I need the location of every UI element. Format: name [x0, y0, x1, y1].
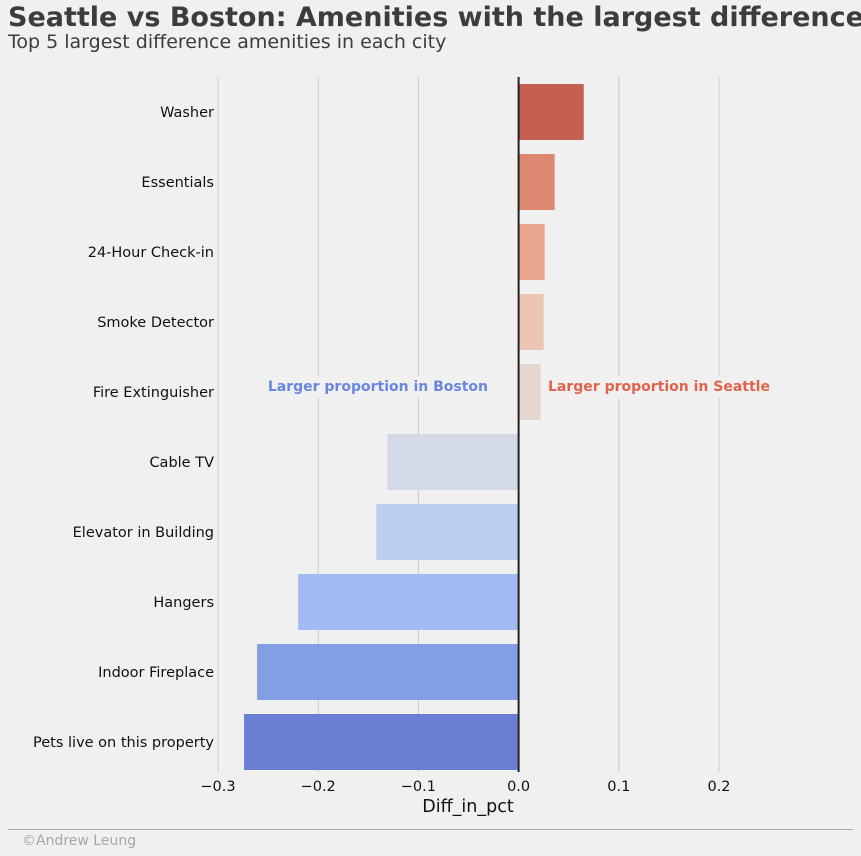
x-tick-label: 0.2 [707, 779, 730, 795]
annotation-bg [544, 376, 776, 398]
bar-9 [244, 714, 519, 770]
chart-title: Seattle vs Boston: Amenities with the la… [8, 2, 861, 33]
bar-4 [518, 364, 541, 420]
category-label: 24-Hour Check-in [88, 245, 214, 261]
x-tick-label: −0.2 [301, 779, 336, 795]
x-tick-label: 0.1 [607, 779, 630, 795]
category-label: Hangers [153, 595, 214, 611]
category-label: Pets live on this property [33, 735, 214, 751]
x-tick-label: 0.0 [507, 779, 530, 795]
category-label: Indoor Fireplace [98, 665, 214, 681]
bar-5 [387, 434, 519, 490]
annotation-boston: Larger proportion in Boston [268, 379, 488, 395]
copyright-text: ©Andrew Leung [22, 833, 137, 849]
footer-divider [8, 829, 853, 830]
category-label: Washer [160, 105, 214, 121]
category-label: Essentials [141, 175, 214, 191]
category-label: Cable TV [149, 455, 214, 471]
bar-0 [518, 84, 584, 140]
bar-7 [298, 574, 519, 630]
annotation-bg [263, 376, 492, 398]
bar-6 [376, 504, 519, 560]
chart-subtitle: Top 5 largest difference amenities in ea… [8, 31, 447, 53]
x-tick-label: −0.3 [200, 779, 235, 795]
category-label: Smoke Detector [97, 315, 214, 331]
bar-8 [257, 644, 519, 700]
category-label: Fire Extinguisher [93, 385, 214, 401]
bar-2 [518, 224, 545, 280]
bar-3 [518, 294, 544, 350]
category-label: Elevator in Building [73, 525, 214, 541]
annotation-seattle: Larger proportion in Seattle [548, 379, 770, 395]
x-axis-label: Diff_in_pct [422, 797, 514, 817]
bar-1 [518, 154, 555, 210]
x-tick-label: −0.1 [401, 779, 436, 795]
